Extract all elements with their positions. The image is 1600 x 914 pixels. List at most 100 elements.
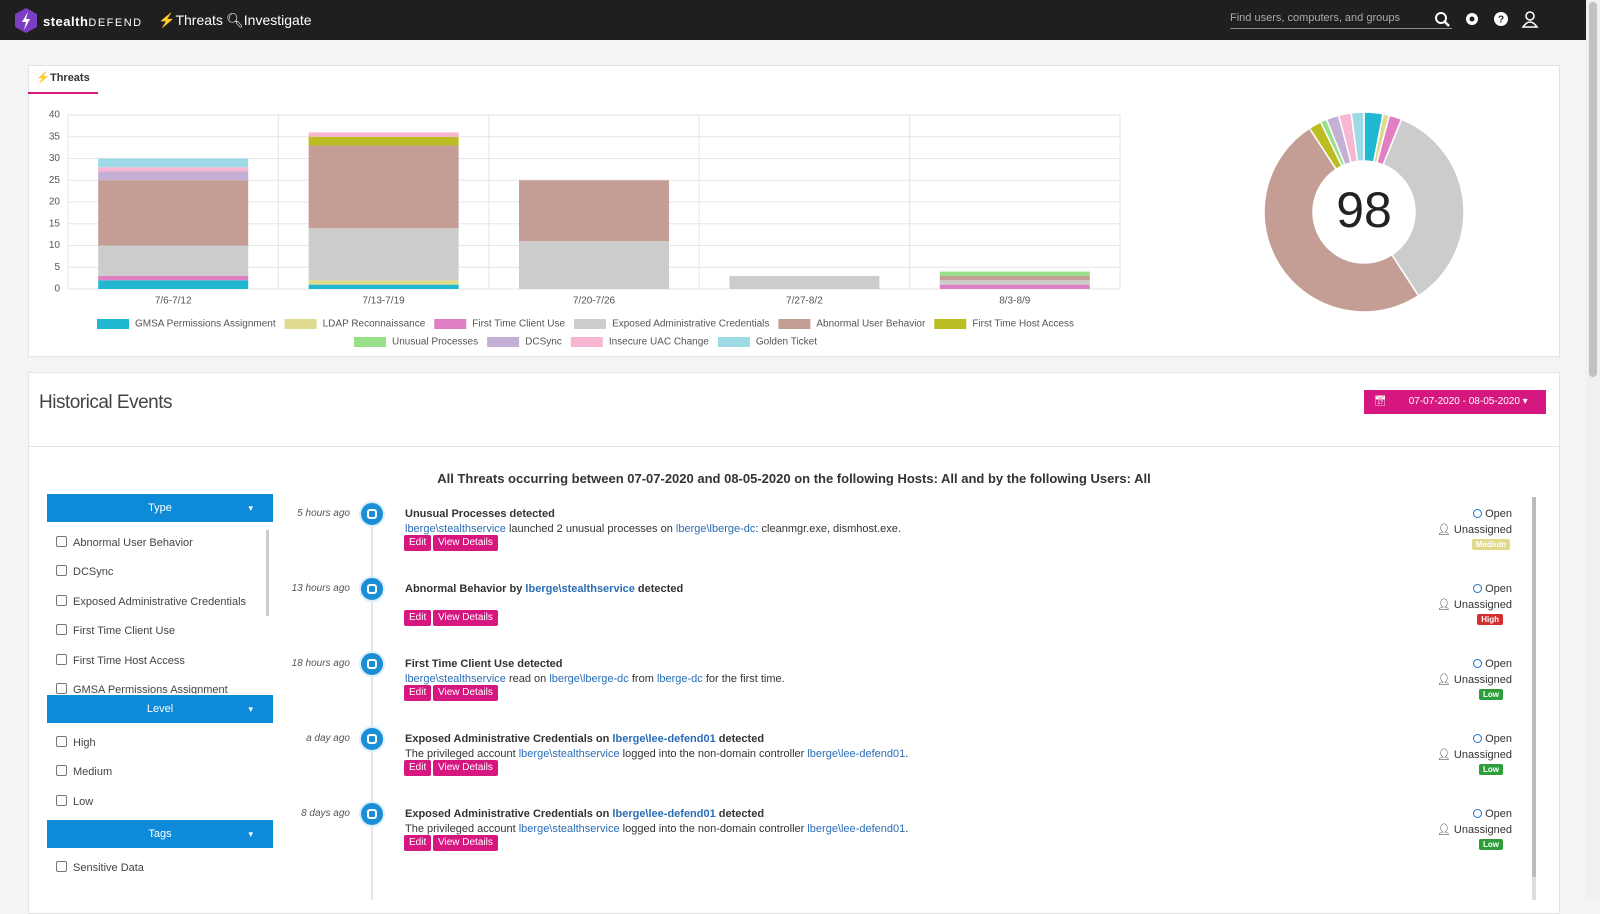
event-time: 13 hours ago <box>291 583 350 594</box>
filter-option[interactable]: Low <box>56 794 94 808</box>
event-status[interactable]: Open <box>1473 508 1512 520</box>
filter-option[interactable]: DCSync <box>56 565 113 578</box>
checkbox[interactable] <box>56 653 67 665</box>
link[interactable]: lberge-dc <box>656 673 703 685</box>
nav-link[interactable]: 🔍︎Investigate <box>226 12 312 28</box>
edit-button[interactable]: Edit <box>404 760 432 776</box>
link[interactable]: lberge\stealthservice <box>518 748 620 760</box>
nav-link[interactable]: ⚡Threats <box>158 12 223 28</box>
event-status[interactable]: Open <box>1473 808 1512 820</box>
legend-swatch <box>487 337 520 347</box>
view-details-button[interactable]: View Details <box>433 535 498 551</box>
option-label: Low <box>73 795 94 808</box>
checkbox[interactable] <box>56 794 67 806</box>
legend-item: Insecure UAC Change <box>570 337 709 348</box>
search-box[interactable]: Find users, computers, and groups <box>1230 12 1452 29</box>
view-details-button[interactable]: View Details <box>433 685 498 701</box>
text: Unusual Processes detected <box>405 508 555 520</box>
event-description: lberge\stealthservice launched 2 unusual… <box>405 523 901 535</box>
checkbox[interactable] <box>56 736 67 747</box>
bar-segment <box>98 167 249 172</box>
y-tick-label: 25 <box>49 175 61 186</box>
edit-button[interactable]: Edit <box>404 535 432 551</box>
link[interactable]: lberge\lee-defend01 <box>807 748 906 760</box>
edit-button[interactable]: Edit <box>404 685 432 701</box>
edit-button[interactable]: Edit <box>404 610 432 626</box>
link[interactable]: lberge\stealthservice <box>518 823 620 835</box>
event-title: Abnormal Behavior by lberge\stealthservi… <box>405 583 683 595</box>
checkbox[interactable] <box>56 594 67 606</box>
tab-label: Threats <box>49 72 90 84</box>
bar-segment <box>308 280 459 285</box>
legend-swatch <box>353 337 386 347</box>
y-tick-label: 35 <box>49 131 61 142</box>
date-range-button[interactable]: 📅︎ 07-07-2020 - 08-05-2020 ▾ <box>1364 390 1546 414</box>
user-icon: 👤︎ <box>1436 674 1451 686</box>
filter-header[interactable]: Level ▾ <box>47 695 273 723</box>
option-scrollbar[interactable] <box>266 530 269 616</box>
legend-swatch <box>97 319 129 329</box>
tab[interactable]: ⚡Threats <box>28 65 98 94</box>
checkbox[interactable] <box>56 765 67 777</box>
legend-item: Exposed Administrative Credentials <box>574 319 769 330</box>
filter-option[interactable]: Exposed Administrative Credentials <box>56 594 246 608</box>
top-bar: stealthDEFEND ⚡Threats 🔍︎Investigate Fin… <box>0 0 1586 40</box>
link[interactable]: lberge\lberge-dc <box>675 523 756 535</box>
status-icon <box>1473 809 1483 818</box>
event-assignee[interactable]: 👤︎ Unassigned <box>1437 748 1512 761</box>
checkbox[interactable] <box>56 624 67 636</box>
event-assignee[interactable]: 👤︎ Unassigned <box>1437 598 1512 611</box>
event-assignee[interactable]: 👤︎ Unassigned <box>1437 673 1512 686</box>
assignee-label: Unassigned <box>1453 749 1512 761</box>
status-icon <box>1473 584 1483 593</box>
link[interactable]: lberge\lee-defend01 <box>612 733 716 745</box>
filter-header[interactable]: Type ▾ <box>47 494 273 522</box>
event-icon-glyph <box>367 809 377 819</box>
event-scrollbar[interactable] <box>1532 497 1536 900</box>
filter-option[interactable]: Abnormal User Behavior <box>56 536 193 549</box>
assignee-label: Unassigned <box>1453 599 1512 611</box>
legend-label: Golden Ticket <box>756 337 817 348</box>
filter-option[interactable]: Sensitive Data <box>56 861 144 874</box>
checkbox[interactable] <box>56 565 67 577</box>
view-details-button[interactable]: View Details <box>433 610 498 626</box>
link[interactable]: lberge\stealthservice <box>405 673 506 685</box>
filter-option[interactable]: First Time Client Use <box>56 624 175 637</box>
event-time: a day ago <box>306 733 350 744</box>
checkbox[interactable] <box>56 861 67 872</box>
status-label: Open <box>1485 658 1512 670</box>
text: for the first time. <box>702 673 785 685</box>
event-status[interactable]: Open <box>1473 583 1512 595</box>
link[interactable]: lberge\lee-defend01 <box>807 823 906 835</box>
legend-swatch <box>570 337 603 347</box>
filter-option[interactable]: First Time Host Access <box>56 653 185 667</box>
scrollbar[interactable] <box>1586 0 1600 900</box>
event-assignee[interactable]: 👤︎ Unassigned <box>1437 523 1512 536</box>
option-label: Abnormal User Behavior <box>73 537 193 549</box>
text: The privileged account <box>405 823 519 835</box>
link[interactable]: lberge\lberge-dc <box>549 673 629 685</box>
event-time: 8 days ago <box>301 808 350 819</box>
checkbox[interactable] <box>56 683 67 694</box>
view-details-button[interactable]: View Details <box>433 760 498 776</box>
edit-button[interactable]: Edit <box>404 835 432 851</box>
legend-swatch <box>778 319 811 329</box>
filter-header[interactable]: Tags ▾ <box>47 820 273 848</box>
filter-option[interactable]: Medium <box>56 765 112 778</box>
checkbox[interactable] <box>56 536 67 547</box>
link[interactable]: lberge\stealthservice <box>405 523 506 535</box>
event-description: lberge\stealthservice read on lberge\lbe… <box>405 673 785 685</box>
event-status[interactable]: Open <box>1473 733 1512 745</box>
filter-option[interactable]: High <box>56 736 96 749</box>
view-details-button[interactable]: View Details <box>433 835 498 851</box>
event-assignee[interactable]: 👤︎ Unassigned <box>1437 823 1512 836</box>
link[interactable]: lberge\lee-defend01 <box>612 808 716 820</box>
link[interactable]: lberge\stealthservice <box>525 583 635 595</box>
bar-segment <box>939 271 1090 276</box>
filter-option[interactable]: GMSA Permissions Assignment <box>56 683 228 694</box>
event-status[interactable]: Open <box>1473 658 1512 670</box>
text: First Time Client Use detected <box>405 658 563 670</box>
legend-swatch <box>574 319 607 329</box>
logo <box>15 8 37 33</box>
level-badge: Low <box>1479 764 1503 775</box>
